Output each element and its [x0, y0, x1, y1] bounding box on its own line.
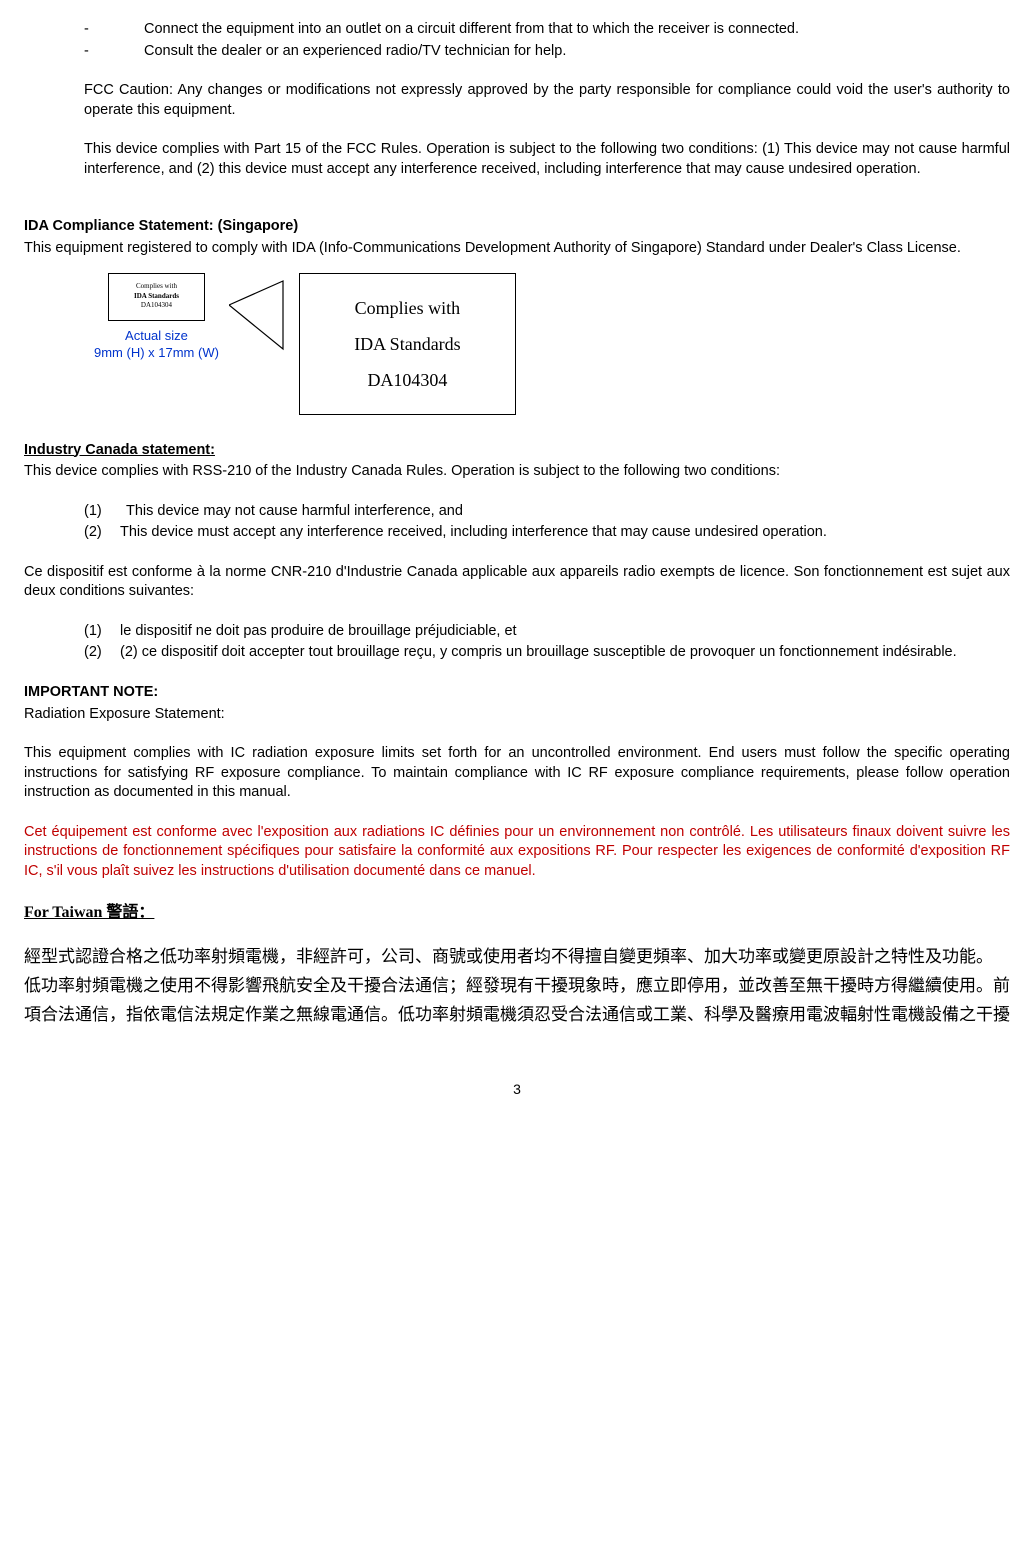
list-item: (2) This device must accept any interfer… — [84, 523, 827, 543]
ic-rad-heading: Radiation Exposure Statement: — [24, 705, 1010, 725]
text: This device may not cause harmful interf… — [126, 503, 463, 519]
callout-arrow-icon — [229, 279, 289, 359]
list-number: (1) — [84, 622, 120, 642]
list-item: - Consult the dealer or an experienced r… — [84, 42, 566, 62]
label-line: Complies with — [136, 282, 177, 292]
tw-body: 經型式認證合格之低功率射頻電機，非經許可，公司、商號或使用者均不得擅自變更頻率、… — [24, 943, 1010, 1030]
dash-marker: - — [84, 20, 144, 40]
label-line: IDA Standards — [134, 292, 179, 302]
label-line: DA104304 — [141, 301, 172, 311]
bullet-text: Connect the equipment into an outlet on … — [144, 20, 799, 40]
ida-body: This equipment registered to comply with… — [24, 239, 1010, 259]
list-text: le dispositif ne doit pas produire de br… — [120, 622, 517, 642]
ida-small-label-col: Complies with IDA Standards DA104304 Act… — [94, 273, 219, 362]
actual-size-line: Actual size — [94, 327, 219, 345]
fcc-part15: This device complies with Part 15 of the… — [84, 140, 1010, 179]
ic-rad-fr: Cet équipement est conforme avec l'expos… — [24, 823, 1010, 882]
ic-fr-list: (1) le dispositif ne doit pas produire d… — [84, 622, 1010, 663]
list-text: This device must accept any interference… — [120, 523, 827, 543]
fcc-bullet-list: - Connect the equipment into an outlet o… — [84, 20, 1010, 61]
ic-en-list: (1) This device may not cause harmful in… — [84, 502, 1010, 543]
ida-small-label: Complies with IDA Standards DA104304 — [108, 273, 205, 321]
ida-heading: IDA Compliance Statement: (Singapore) — [24, 217, 1010, 237]
ida-figure: Complies with IDA Standards DA104304 Act… — [94, 273, 1010, 415]
ic-important-heading: IMPORTANT NOTE: — [24, 683, 1010, 703]
page-number: 3 — [24, 1080, 1010, 1099]
fcc-caution: FCC Caution: Any changes or modification… — [84, 81, 1010, 120]
label-line: DA104304 — [367, 362, 447, 398]
tw-heading: For Taiwan 警語： — [24, 902, 1010, 924]
list-number: (2) — [84, 523, 120, 543]
list-item: (2) (2) ce dispositif doit accepter tout… — [84, 643, 957, 663]
list-item: (1) le dispositif ne doit pas produire d… — [84, 622, 517, 642]
label-line: IDA Standards — [354, 326, 461, 362]
list-number: (1) — [84, 502, 120, 522]
label-line: Complies with — [355, 290, 461, 326]
ic-rad-body: This equipment complies with IC radiatio… — [24, 744, 1010, 803]
ic-heading: Industry Canada statement: — [24, 441, 1010, 461]
ic-fr-intro: Ce dispositif est conforme à la norme CN… — [24, 563, 1010, 602]
list-text: This device may not cause harmful interf… — [120, 502, 463, 522]
list-item: - Connect the equipment into an outlet o… — [84, 20, 799, 40]
list-item: (1) This device may not cause harmful in… — [84, 502, 463, 522]
ida-large-label: Complies with IDA Standards DA104304 — [299, 273, 516, 415]
bullet-text: Consult the dealer or an experienced rad… — [144, 42, 566, 62]
list-text: (2) ce dispositif doit accepter tout bro… — [120, 643, 957, 663]
ic-intro: This device complies with RSS-210 of the… — [24, 462, 1010, 482]
list-number: (2) — [84, 643, 120, 663]
ida-actual-size: Actual size 9mm (H) x 17mm (W) — [94, 327, 219, 362]
actual-size-line: 9mm (H) x 17mm (W) — [94, 344, 219, 362]
dash-marker: - — [84, 42, 144, 62]
